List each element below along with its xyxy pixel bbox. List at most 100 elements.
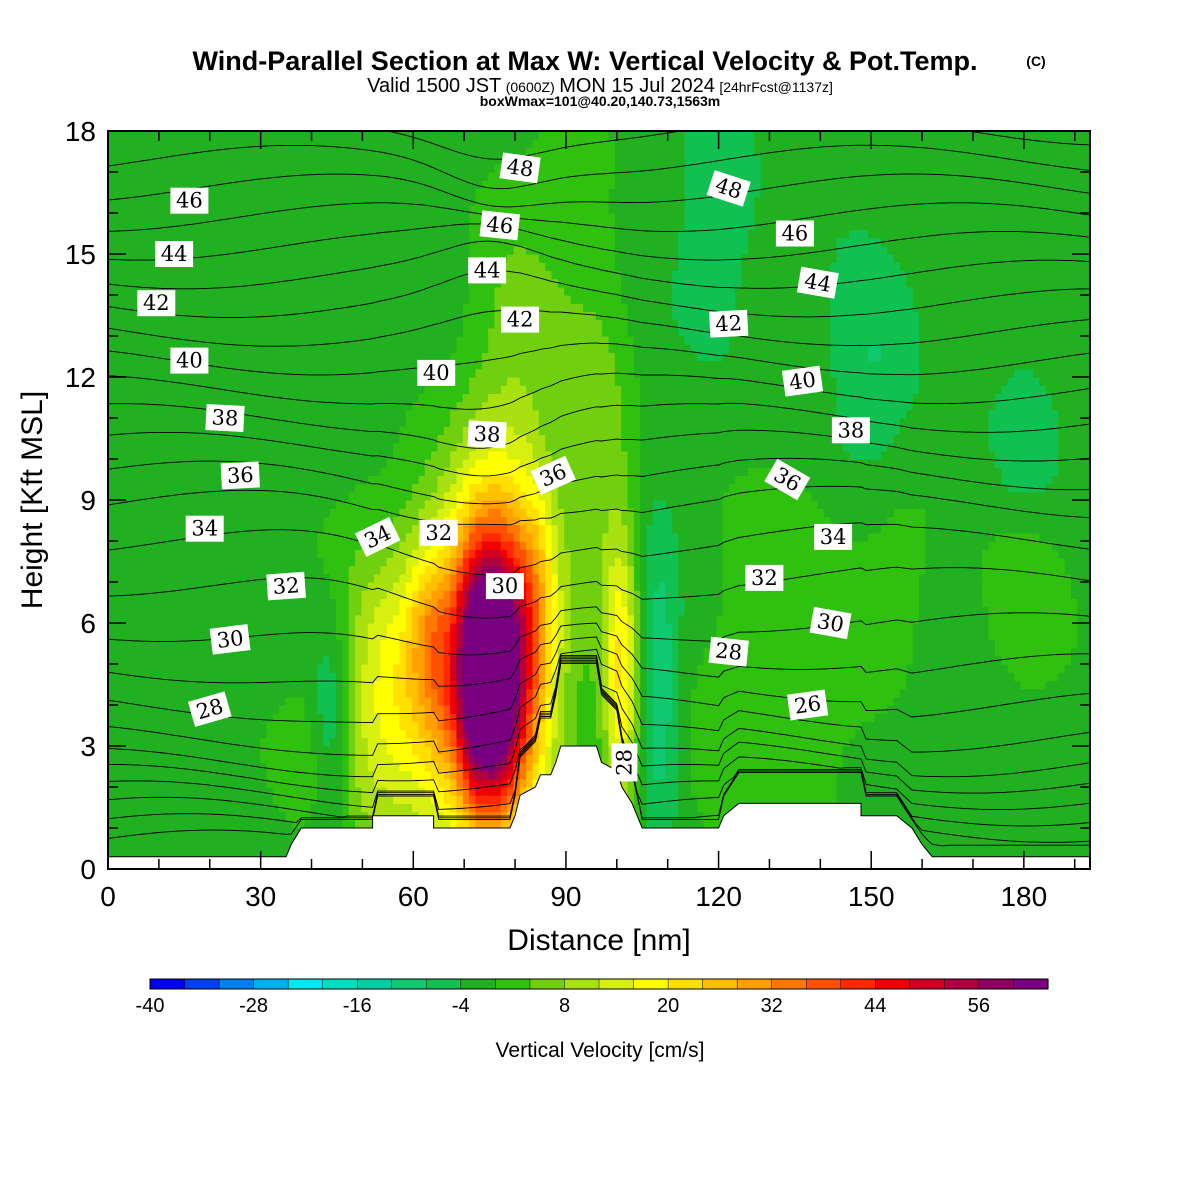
velocity-cell xyxy=(899,737,907,747)
velocity-cell xyxy=(291,819,299,829)
velocity-cell xyxy=(304,787,312,796)
velocity-cell xyxy=(665,770,673,780)
velocity-cell xyxy=(380,614,388,624)
velocity-cell xyxy=(747,614,755,624)
velocity-cell xyxy=(956,754,964,763)
velocity-cell xyxy=(804,787,812,796)
velocity-cell xyxy=(184,836,191,845)
velocity-cell xyxy=(608,680,616,690)
velocity-cell xyxy=(937,819,945,829)
velocity-cell xyxy=(146,729,153,739)
velocity-cell xyxy=(209,672,217,681)
velocity-cell xyxy=(120,696,128,706)
velocity-cell xyxy=(412,664,420,673)
velocity-cell xyxy=(1077,844,1085,854)
velocity-cell xyxy=(241,606,248,616)
velocity-cell xyxy=(1051,623,1059,632)
velocity-cell xyxy=(494,705,502,714)
velocity-cell xyxy=(475,647,483,657)
velocity-cell xyxy=(298,787,305,796)
velocity-cell xyxy=(1083,680,1090,690)
velocity-cell xyxy=(671,737,679,747)
velocity-cell xyxy=(925,655,933,665)
velocity-cell xyxy=(139,623,147,632)
velocity-cell xyxy=(899,729,907,739)
velocity-cell xyxy=(1007,713,1015,722)
velocity-cell xyxy=(241,696,248,706)
velocity-cell xyxy=(589,705,597,714)
velocity-cell xyxy=(652,647,660,657)
velocity-cell xyxy=(424,680,432,690)
velocity-cell xyxy=(184,672,191,681)
velocity-cell xyxy=(988,778,996,788)
velocity-cell xyxy=(716,787,724,796)
velocity-cell xyxy=(139,631,147,640)
velocity-cell xyxy=(1026,721,1034,731)
velocity-cell xyxy=(690,639,698,649)
velocity-cell xyxy=(139,614,147,624)
velocity-cell xyxy=(1007,746,1015,755)
velocity-cell xyxy=(393,680,401,690)
velocity-cell xyxy=(988,631,996,640)
velocity-cell xyxy=(659,762,667,772)
velocity-cell xyxy=(804,778,812,788)
velocity-cell xyxy=(1083,762,1090,772)
velocity-cell xyxy=(272,647,280,657)
velocity-cell xyxy=(912,606,920,616)
velocity-cell xyxy=(488,614,496,624)
velocity-cell xyxy=(342,639,350,649)
velocity-cell xyxy=(950,705,958,714)
velocity-cell xyxy=(716,680,724,690)
velocity-cell xyxy=(1064,737,1072,747)
velocity-cell xyxy=(190,803,198,813)
velocity-cell xyxy=(171,623,179,632)
velocity-cell xyxy=(1045,746,1053,755)
velocity-cell xyxy=(1070,787,1078,796)
velocity-cell xyxy=(798,672,806,681)
velocity-cell xyxy=(880,623,888,632)
velocity-cell xyxy=(912,721,920,731)
velocity-cell xyxy=(697,631,705,640)
velocity-cell xyxy=(215,664,223,673)
velocity-cell xyxy=(317,754,325,763)
velocity-cell xyxy=(272,688,280,698)
velocity-cell xyxy=(956,664,964,673)
velocity-cell xyxy=(754,746,762,755)
velocity-cell xyxy=(551,655,559,665)
velocity-cell xyxy=(969,778,977,788)
velocity-cell xyxy=(222,754,229,763)
velocity-cell xyxy=(184,647,191,657)
velocity-cell xyxy=(868,713,876,722)
velocity-cell xyxy=(716,705,724,714)
velocity-cell xyxy=(608,664,616,673)
velocity-cell xyxy=(678,819,686,829)
velocity-cell xyxy=(849,737,857,747)
velocity-cell xyxy=(374,713,382,722)
velocity-cell xyxy=(443,655,451,665)
velocity-cell xyxy=(931,787,939,796)
velocity-cell xyxy=(1032,623,1040,632)
velocity-cell xyxy=(196,754,204,763)
velocity-cell xyxy=(830,655,838,665)
velocity-cell xyxy=(152,811,160,821)
velocity-cell xyxy=(1001,614,1009,624)
velocity-cell xyxy=(792,639,800,649)
velocity-cell xyxy=(481,713,489,722)
velocity-cell xyxy=(304,655,312,665)
velocity-cell xyxy=(747,737,755,747)
velocity-cell xyxy=(443,647,451,657)
velocity-cell xyxy=(931,795,939,804)
velocity-cell xyxy=(842,680,850,690)
velocity-cell xyxy=(1013,623,1021,632)
velocity-cell xyxy=(678,606,686,616)
velocity-cell xyxy=(963,787,971,796)
velocity-cell xyxy=(716,606,724,616)
velocity-cell xyxy=(982,746,990,755)
velocity-cell xyxy=(450,778,458,788)
velocity-cell xyxy=(241,705,248,714)
velocity-cell xyxy=(944,819,952,829)
velocity-cell xyxy=(855,746,863,755)
velocity-cell xyxy=(361,787,369,796)
velocity-cell xyxy=(1064,811,1072,821)
velocity-cell xyxy=(513,696,521,706)
